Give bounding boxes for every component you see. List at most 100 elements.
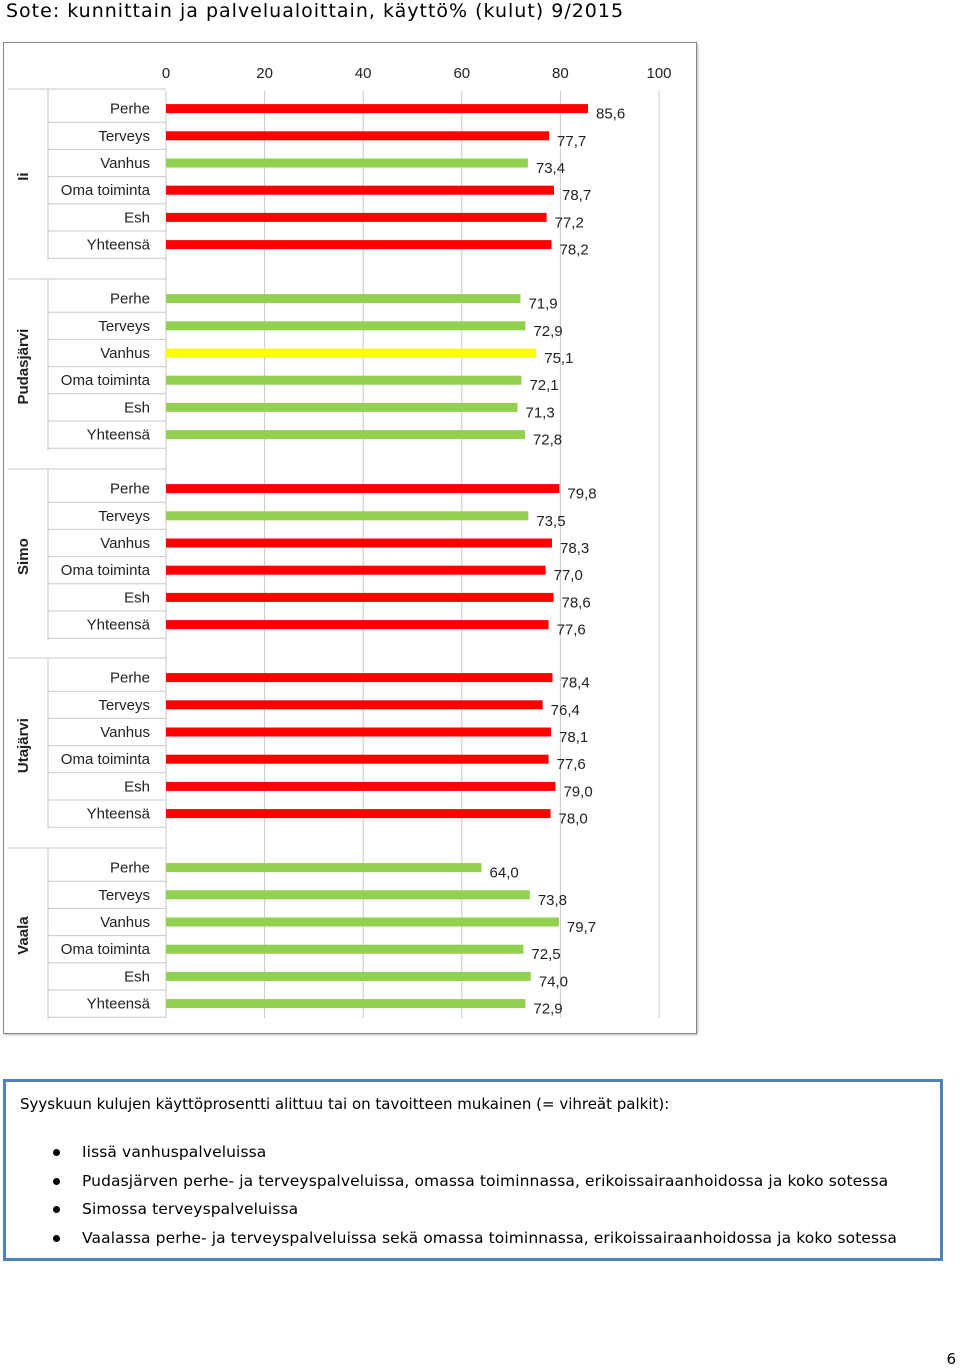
category-label: Terveys xyxy=(98,318,150,335)
list-item-text: Simossa terveyspalveluissa xyxy=(82,1200,299,1218)
bar xyxy=(166,185,554,195)
bar xyxy=(166,863,482,873)
bar xyxy=(166,158,528,168)
bar xyxy=(166,565,546,575)
value-label: 78,0 xyxy=(559,811,588,828)
bar xyxy=(166,809,551,819)
bar xyxy=(166,999,526,1009)
list-item: Vaalassa perhe- ja terveyspalveluissa se… xyxy=(46,1224,897,1253)
value-label: 73,4 xyxy=(536,160,565,177)
bar xyxy=(166,402,518,412)
value-label: 78,2 xyxy=(560,242,589,259)
value-label: 71,9 xyxy=(528,296,557,313)
value-label: 72,9 xyxy=(533,1001,562,1018)
category-label: Yhteensä xyxy=(87,237,151,254)
list-item-text: Pudasjärven perhe- ja terveyspalveluissa… xyxy=(82,1171,889,1190)
page-title: Sote: kunnittain ja palvelualoittain, kä… xyxy=(6,0,625,22)
value-label: 72,5 xyxy=(531,946,560,963)
list-item: Pudasjärven perhe- ja terveyspalveluissa… xyxy=(46,1167,897,1196)
category-label: Terveys xyxy=(98,887,150,904)
x-tick-label: 20 xyxy=(256,65,273,82)
category-label: Esh xyxy=(124,778,150,795)
value-label: 76,4 xyxy=(551,702,580,719)
bar xyxy=(166,917,559,927)
bar xyxy=(166,538,553,548)
x-tick-label: 80 xyxy=(552,65,569,82)
value-label: 75,1 xyxy=(544,350,573,367)
bar xyxy=(166,131,550,141)
info-intro: Syyskuun kulujen käyttöprosentti alittuu… xyxy=(20,1095,670,1113)
category-label: Yhteensä xyxy=(87,617,151,634)
x-tick-label: 100 xyxy=(646,65,671,82)
category-label: Terveys xyxy=(98,508,150,525)
category-label: Esh xyxy=(124,589,150,606)
value-label: 72,9 xyxy=(533,323,562,340)
bar xyxy=(166,375,522,385)
list-item-text: Vaalassa perhe- ja terveyspalveluissa se… xyxy=(82,1228,897,1247)
group-label: Pudasjärvi xyxy=(15,329,32,405)
value-label: 79,7 xyxy=(567,919,596,936)
bullet-icon xyxy=(53,1206,60,1213)
category-label: Vanhus xyxy=(100,724,150,741)
value-label: 78,3 xyxy=(560,540,589,557)
category-label: Terveys xyxy=(98,128,150,145)
value-label: 73,8 xyxy=(538,892,567,909)
category-label: Perhe xyxy=(110,670,150,687)
x-tick-label: 0 xyxy=(162,65,170,82)
bullet-icon xyxy=(53,1177,60,1185)
category-label: Oma toiminta xyxy=(61,751,151,768)
value-label: 64,0 xyxy=(490,865,519,882)
category-label: Oma toiminta xyxy=(61,941,151,958)
group-label: Simo xyxy=(15,538,32,575)
bar xyxy=(166,781,556,791)
bar xyxy=(166,484,560,494)
x-tick-label: 40 xyxy=(355,65,372,82)
value-label: 77,6 xyxy=(557,756,586,773)
value-label: 77,2 xyxy=(555,214,584,231)
value-label: 77,0 xyxy=(554,567,583,584)
list-item: Simossa terveyspalveluissa xyxy=(46,1195,897,1224)
group-label: Utajärvi xyxy=(15,718,32,773)
bar-chart: 0 20 40 60 80 100 Ii Perhe 85,6 Terveys 77,7 Vanhus… xyxy=(8,65,672,1020)
category-label: Oma toiminta xyxy=(61,562,151,579)
value-label: 73,5 xyxy=(536,513,565,530)
group-label: Ii xyxy=(15,172,32,180)
value-label: 77,6 xyxy=(557,622,586,639)
value-label: 85,6 xyxy=(596,106,625,123)
bar xyxy=(166,971,531,981)
category-label: Vanhus xyxy=(100,914,150,931)
value-label: 74,0 xyxy=(539,973,568,990)
category-label: Yhteensä xyxy=(87,806,151,823)
chart-frame: 0 20 40 60 80 100 Ii Perhe 85,6 Terveys 77,7 Vanhus… xyxy=(3,42,697,1034)
category-label: Vanhus xyxy=(100,345,150,362)
list-item-text: Iissä vanhuspalveluissa xyxy=(82,1143,267,1161)
category-label: Perhe xyxy=(110,481,150,498)
category-label: Yhteensä xyxy=(87,996,151,1013)
category-label: Terveys xyxy=(98,697,150,714)
category-label: Perhe xyxy=(110,291,150,308)
category-label: Esh xyxy=(124,399,150,416)
bar xyxy=(166,104,589,114)
info-list: Iissä vanhuspalveluissa Pudasjärven perh… xyxy=(46,1138,897,1252)
bar xyxy=(166,620,549,630)
bar xyxy=(166,754,549,764)
page-number: 6 xyxy=(946,1350,956,1368)
category-label: Oma toiminta xyxy=(61,372,151,389)
bullet-icon xyxy=(53,1149,60,1156)
bar xyxy=(166,511,529,521)
group-label: Vaala xyxy=(15,916,32,955)
value-label: 71,3 xyxy=(526,404,555,421)
value-label: 78,1 xyxy=(559,729,588,746)
bar xyxy=(166,592,554,602)
x-tick-label: 60 xyxy=(453,65,470,82)
category-label: Oma toiminta xyxy=(61,182,151,199)
value-label: 79,0 xyxy=(563,783,592,800)
bar xyxy=(166,673,553,683)
info-box: Syyskuun kulujen käyttöprosentti alittuu… xyxy=(3,1079,943,1261)
value-label: 79,8 xyxy=(567,486,596,503)
value-label: 78,6 xyxy=(561,594,590,611)
category-label: Perhe xyxy=(110,101,150,118)
category-label: Vanhus xyxy=(100,535,150,552)
value-label: 77,7 xyxy=(557,133,586,150)
value-label: 72,1 xyxy=(529,377,558,394)
